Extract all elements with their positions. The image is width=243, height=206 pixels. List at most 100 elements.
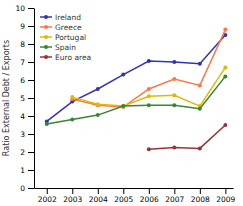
- x-tick-mark: [200, 188, 201, 194]
- x-tick: 2003: [63, 188, 82, 204]
- legend-swatch-marker: [44, 45, 48, 49]
- x-tick-label: 2005: [114, 195, 133, 204]
- x-tick: 2004: [89, 188, 108, 204]
- y-tick: 6: [20, 76, 34, 85]
- series-line: [149, 125, 226, 149]
- series-marker: [147, 94, 151, 98]
- legend-label: Greece: [55, 23, 82, 32]
- x-axis: 20022003200420052006200720082009: [35, 188, 236, 204]
- x-tick-mark: [174, 188, 175, 194]
- legend: IrelandGreecePortugalSpainEuro area: [40, 13, 91, 62]
- y-tick-label: 4: [20, 112, 25, 121]
- series-marker: [172, 93, 176, 97]
- series-marker: [147, 59, 151, 63]
- y-tick-label: 3: [20, 130, 25, 139]
- series-marker: [172, 146, 176, 150]
- y-tick: 1: [20, 166, 34, 175]
- series-marker: [198, 83, 202, 87]
- y-tick: 2: [20, 148, 34, 157]
- plot: 2002200320042005200620072008200901234567…: [15, 4, 235, 204]
- legend-item: Portugal: [40, 33, 86, 42]
- legend-label: Spain: [55, 43, 76, 52]
- series-marker: [223, 28, 227, 32]
- series-marker: [172, 77, 176, 81]
- y-tick-label: 5: [20, 94, 25, 103]
- series: [70, 28, 227, 109]
- y-tick-mark: [28, 26, 34, 27]
- series: [45, 74, 228, 126]
- series-marker: [70, 95, 74, 99]
- y-tick-mark: [28, 8, 34, 9]
- series-marker: [147, 103, 151, 107]
- x-tick-label: 2007: [165, 195, 184, 204]
- legend-label: Euro area: [55, 53, 91, 62]
- y-tick: 10: [15, 4, 34, 13]
- x-tick-label: 2003: [63, 195, 82, 204]
- series-line: [47, 35, 226, 121]
- series-marker: [198, 62, 202, 66]
- series-marker: [96, 102, 100, 106]
- series-line: [47, 76, 226, 124]
- series-marker: [121, 105, 125, 109]
- y-tick-label: 9: [20, 22, 25, 31]
- series-marker: [96, 87, 100, 91]
- marks: [45, 28, 228, 152]
- series-marker: [147, 147, 151, 151]
- y-tick-label: 2: [20, 148, 25, 157]
- y-axis: 0 1 2 3 4 5 6 7 8 9 10: [15, 4, 34, 193]
- series-line: [72, 67, 225, 106]
- series: [70, 65, 227, 108]
- series-marker: [223, 65, 227, 69]
- legend-swatch-marker: [44, 15, 48, 19]
- series-marker: [70, 118, 74, 122]
- y-tick: 8: [20, 40, 34, 49]
- x-tick: 2005: [114, 188, 133, 204]
- series-marker: [198, 107, 202, 111]
- legend-label: Portugal: [55, 33, 86, 42]
- series: [45, 33, 228, 123]
- y-tick-label: 6: [20, 76, 25, 85]
- y-tick-label: 10: [15, 4, 25, 13]
- y-tick-mark: [28, 188, 34, 189]
- series: [147, 123, 228, 151]
- x-tick-mark: [47, 188, 48, 194]
- y-tick: 7: [20, 58, 34, 67]
- x-tick: 2007: [165, 188, 184, 204]
- legend-swatch-marker: [44, 35, 48, 39]
- x-tick-label: 2008: [191, 195, 210, 204]
- y-axis-title: Ratio External Debt / Exports: [2, 40, 11, 156]
- series-marker: [121, 104, 125, 108]
- y-tick: 3: [20, 130, 34, 139]
- legend-swatch-marker: [44, 25, 48, 29]
- x-tick-mark: [123, 188, 124, 194]
- series-marker: [223, 74, 227, 78]
- y-tick-mark: [28, 116, 34, 117]
- y-tick-mark: [28, 44, 34, 45]
- x-tick-mark: [225, 188, 226, 194]
- series-marker: [121, 73, 125, 77]
- series-line: [72, 30, 225, 107]
- y-tick-label: 1: [20, 166, 25, 175]
- x-tick-label: 2004: [89, 195, 108, 204]
- legend-label: Ireland: [55, 13, 81, 22]
- x-tick-mark: [98, 188, 99, 194]
- series-marker: [96, 113, 100, 117]
- y-tick-label: 0: [20, 184, 25, 193]
- x-tick: 2006: [140, 188, 159, 204]
- series-marker: [172, 60, 176, 64]
- legend-item: Euro area: [40, 53, 91, 62]
- series-marker: [198, 146, 202, 150]
- x-tick-label: 2006: [140, 195, 159, 204]
- series-marker: [96, 103, 100, 107]
- y-tick-mark: [28, 98, 34, 99]
- series-marker: [223, 123, 227, 127]
- chart: 2002200320042005200620072008200901234567…: [0, 0, 243, 206]
- y-tick-mark: [28, 134, 34, 135]
- legend-swatch-marker: [44, 55, 48, 59]
- y-tick-mark: [28, 62, 34, 63]
- y-tick-label: 8: [20, 40, 25, 49]
- x-tick-mark: [149, 188, 150, 194]
- y-tick: 9: [20, 22, 34, 31]
- y-tick-mark: [28, 80, 34, 81]
- series-marker: [121, 104, 125, 108]
